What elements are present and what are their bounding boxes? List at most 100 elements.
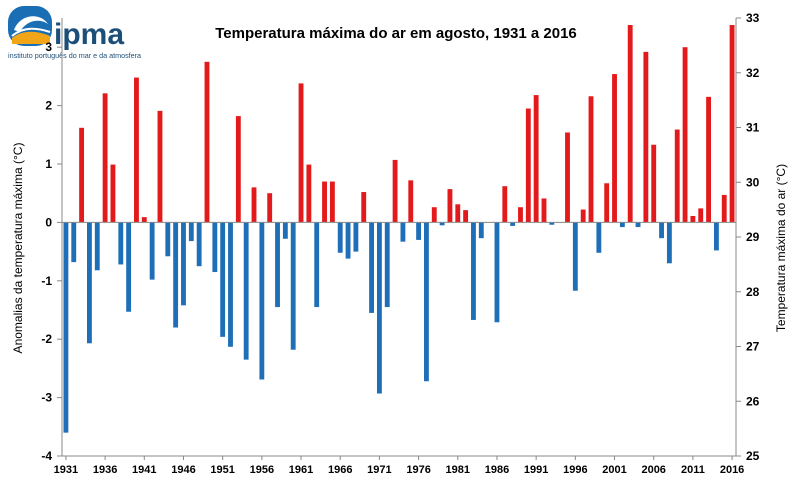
x-tick-label: 1971 — [367, 464, 391, 476]
bar — [361, 192, 367, 223]
x-tick-label: 1961 — [289, 464, 313, 476]
bar — [455, 204, 461, 223]
bar — [314, 222, 320, 308]
x-tick-label: 1931 — [54, 464, 78, 476]
bar — [110, 164, 116, 223]
bar — [228, 222, 233, 347]
bar — [212, 222, 218, 273]
y-tick-right-label: 27 — [746, 340, 760, 354]
bar — [196, 222, 202, 267]
bar — [345, 222, 351, 259]
bar — [674, 129, 680, 223]
bar — [596, 222, 602, 253]
bar — [580, 209, 586, 223]
bar — [259, 222, 265, 380]
bar — [353, 222, 359, 252]
y-tick-right-label: 29 — [746, 230, 760, 244]
x-tick-label: 1986 — [485, 464, 509, 476]
bar — [282, 222, 288, 239]
bar — [533, 95, 539, 223]
bar — [541, 198, 547, 223]
bar — [235, 116, 241, 223]
y-tick-left-label: 2 — [45, 99, 52, 113]
y-tick-left-label: 3 — [45, 40, 52, 54]
y-tick-left-label: -2 — [41, 332, 52, 346]
bar — [706, 96, 711, 223]
bar — [518, 207, 523, 223]
bar — [134, 77, 139, 223]
y-tick-left-label: -4 — [41, 449, 52, 463]
bar — [565, 132, 570, 223]
bar — [275, 222, 280, 308]
bar — [337, 222, 343, 253]
bar — [369, 222, 374, 313]
x-tick-label: 1951 — [210, 464, 234, 476]
bar — [604, 183, 610, 223]
bar — [502, 186, 508, 223]
bar — [149, 222, 155, 280]
bar — [322, 181, 327, 223]
bar — [267, 193, 273, 223]
bar — [721, 194, 727, 223]
y-axis-left-label: Anomalias da temperatura máxima (°C) — [11, 143, 25, 354]
y-tick-left-label: 1 — [45, 157, 52, 171]
y-tick-left-label: 0 — [45, 215, 52, 229]
y-tick-right-label: 31 — [746, 121, 760, 135]
wave-logo-icon — [8, 6, 52, 46]
bar — [79, 127, 85, 223]
bar — [173, 222, 179, 328]
bar — [376, 222, 382, 394]
bar — [141, 217, 147, 223]
y-tick-right-label: 28 — [746, 285, 760, 299]
x-tick-label: 1936 — [93, 464, 117, 476]
y-tick-left-label: -1 — [41, 274, 52, 288]
bar — [682, 47, 688, 223]
x-tick-label: 1991 — [524, 464, 548, 476]
bar — [384, 222, 390, 308]
bar — [251, 187, 257, 223]
y-tick-right-label: 25 — [746, 449, 760, 463]
bar — [729, 25, 735, 223]
y-axis-right-label: Temperatura máxima do ar (°C) — [774, 164, 788, 332]
y-tick-right-label: 32 — [746, 66, 760, 80]
bar — [463, 210, 469, 223]
logo-tagline: instituto português do mar e da atmosfer… — [8, 51, 141, 60]
x-tick-label: 2016 — [720, 464, 744, 476]
bar — [102, 93, 108, 223]
bar — [204, 61, 210, 223]
bar — [510, 222, 516, 226]
x-tick-label: 1981 — [446, 464, 470, 476]
bar — [612, 74, 617, 223]
bar — [651, 144, 657, 223]
bar — [118, 222, 124, 265]
bar — [400, 222, 406, 242]
bar — [87, 222, 92, 344]
bar — [698, 208, 704, 223]
bar — [181, 222, 186, 306]
bar — [220, 222, 226, 337]
bar — [635, 222, 641, 228]
y-tick-right-label: 30 — [746, 175, 760, 189]
bar — [619, 222, 625, 228]
bar — [126, 222, 132, 312]
bar — [447, 189, 453, 223]
bar — [690, 215, 696, 223]
x-tick-label: 1956 — [250, 464, 274, 476]
bar — [627, 25, 633, 223]
bar — [416, 222, 422, 240]
x-tick-label: 1976 — [406, 464, 430, 476]
x-tick-label: 1966 — [328, 464, 352, 476]
bar — [165, 222, 171, 257]
bar — [525, 108, 531, 223]
bar — [478, 222, 484, 239]
chart-title: Temperatura máxima do ar em agosto, 1931… — [215, 25, 577, 42]
x-tick-label: 1996 — [563, 464, 587, 476]
bar — [494, 222, 500, 323]
bar — [392, 159, 398, 223]
y-ticks-right: 25 26 27 28 29 30 31 32 33 — [736, 11, 760, 463]
bar — [306, 164, 312, 223]
bar — [713, 222, 719, 251]
bar — [188, 222, 194, 242]
bar — [71, 222, 77, 263]
